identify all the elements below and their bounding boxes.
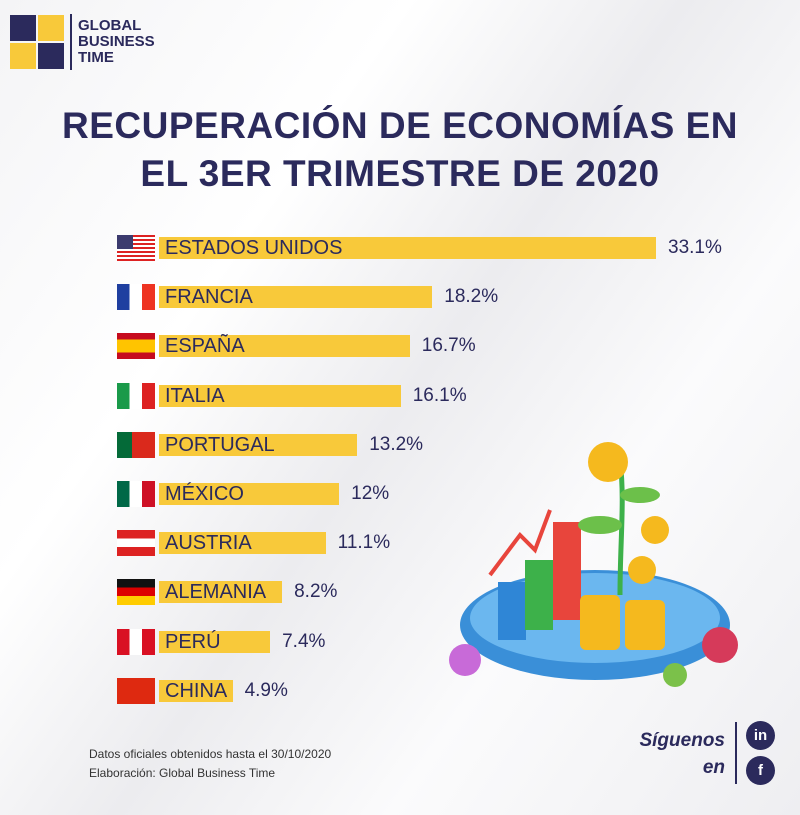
growth-illustration xyxy=(449,442,738,687)
logo-divider xyxy=(70,14,72,70)
bar: FRANCIA xyxy=(159,286,433,309)
source-note: Datos oficiales obtenidos hasta el 30/10… xyxy=(89,745,331,783)
linkedin-icon[interactable]: in xyxy=(746,721,775,750)
bar: PERÚ xyxy=(159,630,271,653)
bar-row: ITALIA 16.1% xyxy=(117,382,467,409)
logo-text: GLOBAL BUSINESS TIME xyxy=(78,18,155,66)
follow-line: Síguenos xyxy=(639,730,725,751)
source-line: Datos oficiales obtenidos hasta el 30/10… xyxy=(89,747,332,761)
globe-icon xyxy=(10,15,36,41)
bar-row: ESPAÑA 16.7% xyxy=(117,333,476,360)
value-label: 18.2% xyxy=(444,286,499,308)
bar-row: MÉXICO 12% xyxy=(117,481,389,507)
bar-row: PERÚ 7.4% xyxy=(117,628,326,655)
logo-line: BUSINESS xyxy=(78,33,155,50)
bar: ITALIA xyxy=(159,384,401,407)
value-label: 7.4% xyxy=(282,630,326,652)
flag-de-icon xyxy=(117,579,155,606)
category-label: PORTUGAL xyxy=(165,433,275,456)
flag-us-icon xyxy=(117,235,155,261)
flag-pt-icon xyxy=(117,431,155,458)
truck-icon xyxy=(10,43,36,69)
flag-cn-icon xyxy=(117,677,155,704)
bar: AUSTRIA xyxy=(159,532,326,555)
social-divider xyxy=(735,722,737,784)
logo-line: TIME xyxy=(78,49,114,66)
bar-row: FRANCIA 18.2% xyxy=(117,284,499,311)
value-label: 16.7% xyxy=(421,335,476,357)
credit-line: Elaboración: Global Business Time xyxy=(89,766,276,780)
category-label: FRANCIA xyxy=(165,286,253,309)
bar: CHINA xyxy=(159,679,233,702)
bar-row: ALEMANIA 8.2% xyxy=(117,579,338,606)
category-label: CHINA xyxy=(165,679,228,702)
flag-pe-icon xyxy=(117,628,155,655)
follow-us-label: Síguenos en xyxy=(639,727,725,781)
flag-mx-icon xyxy=(117,481,155,507)
airplane-icon xyxy=(38,43,64,69)
bar-row: ESTADOS UNIDOS 33.1% xyxy=(117,235,722,261)
flag-at-icon xyxy=(117,530,155,557)
value-label: 33.1% xyxy=(668,237,722,258)
facebook-icon[interactable]: f xyxy=(746,756,775,785)
brand-logo: GLOBAL BUSINESS TIME xyxy=(10,14,155,70)
follow-line: en xyxy=(702,757,725,778)
value-label: 12% xyxy=(351,483,390,504)
logo-mark xyxy=(10,15,64,69)
title-line: EL 3ER TRIMESTRE DE 2020 xyxy=(140,153,660,194)
category-label: ALEMANIA xyxy=(165,581,267,604)
bar-row: PORTUGAL 13.2% xyxy=(117,431,424,458)
category-label: ESPAÑA xyxy=(165,335,245,358)
bar: ALEMANIA xyxy=(159,581,283,604)
flag-fr-icon xyxy=(117,284,155,311)
value-label: 8.2% xyxy=(294,581,338,603)
bar: ESPAÑA xyxy=(159,335,410,358)
flag-es-icon xyxy=(117,333,155,360)
category-label: ESTADOS UNIDOS xyxy=(165,237,343,259)
category-label: MÉXICO xyxy=(165,483,244,505)
value-label: 16.1% xyxy=(412,384,467,406)
bar: PORTUGAL xyxy=(159,433,358,456)
bar-row: AUSTRIA 11.1% xyxy=(117,530,391,557)
logo-line: GLOBAL xyxy=(78,17,142,34)
bar: MÉXICO xyxy=(159,483,340,505)
value-label: 4.9% xyxy=(244,679,288,701)
value-label: 13.2% xyxy=(369,433,424,455)
bar: ESTADOS UNIDOS xyxy=(159,237,656,259)
category-label: PERÚ xyxy=(165,630,221,653)
title-line: RECUPERACIÓN DE ECONOMÍAS EN xyxy=(62,105,738,146)
flag-it-icon xyxy=(117,382,155,409)
bar-row: CHINA 4.9% xyxy=(117,677,288,704)
category-label: AUSTRIA xyxy=(165,532,252,555)
chart-title: RECUPERACIÓN DE ECONOMÍAS EN EL 3ER TRIM… xyxy=(0,102,800,198)
factory-icon xyxy=(38,15,64,41)
category-label: ITALIA xyxy=(165,384,225,407)
value-label: 11.1% xyxy=(337,532,391,554)
